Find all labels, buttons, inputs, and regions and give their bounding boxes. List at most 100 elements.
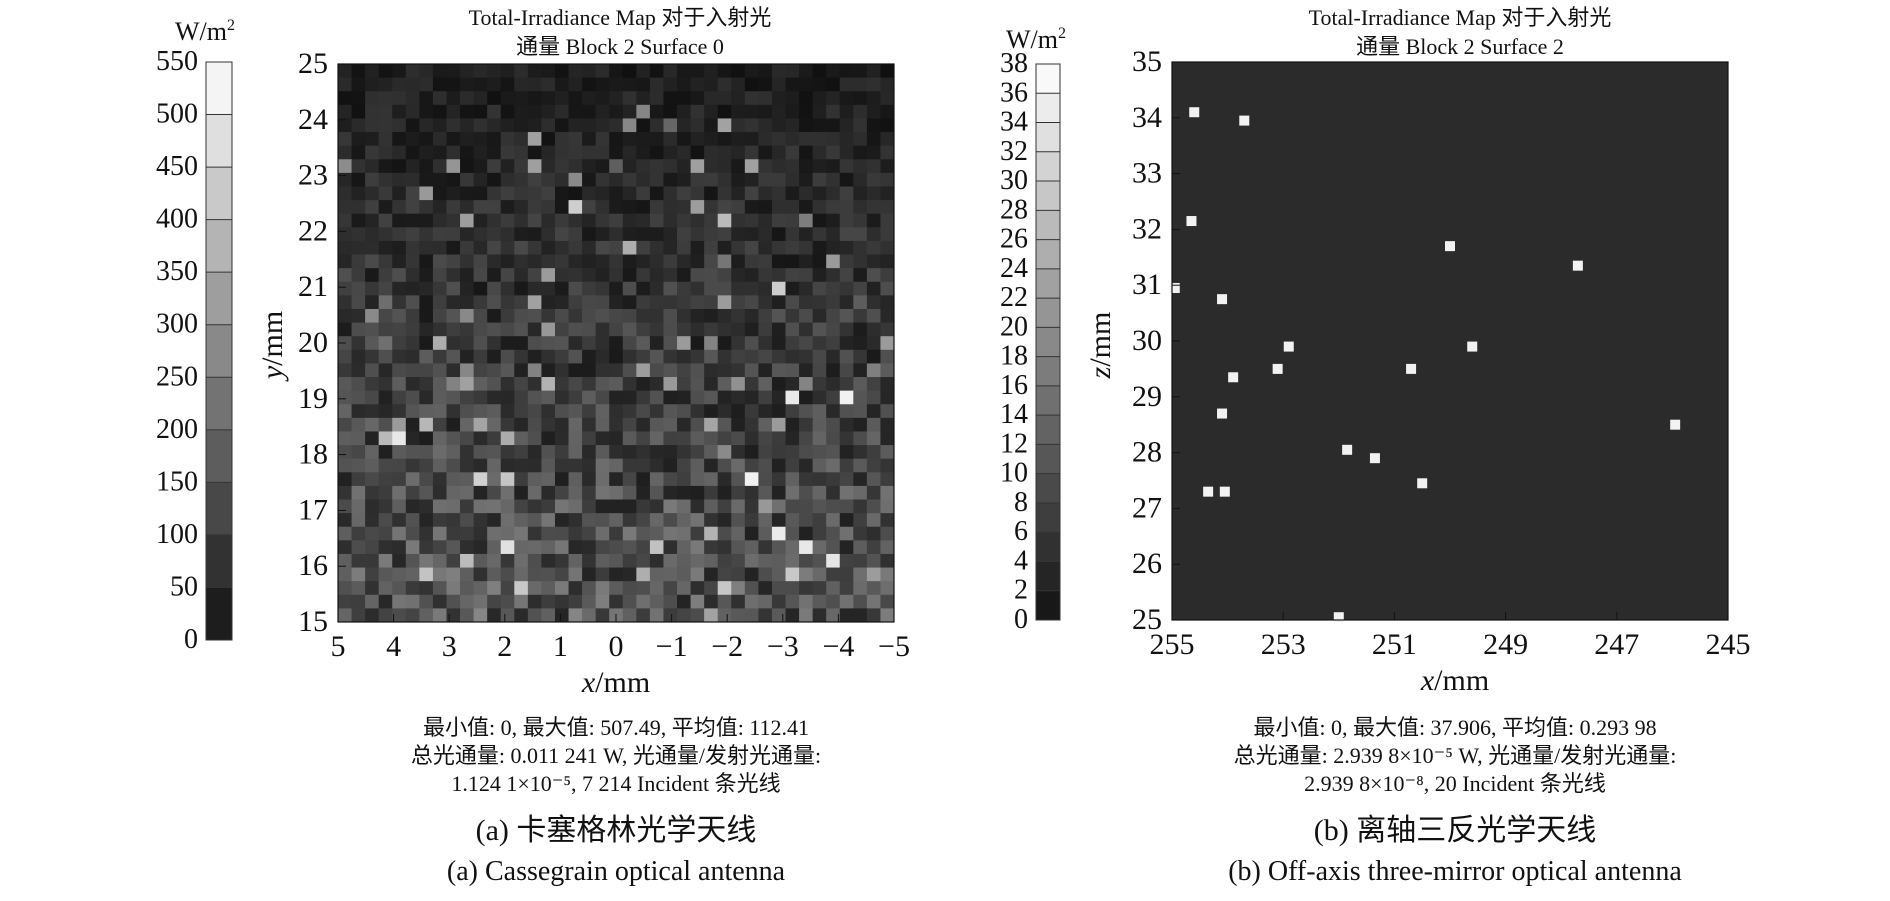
heatmap-cell bbox=[812, 145, 827, 160]
heatmap-cell bbox=[704, 377, 719, 392]
heatmap-cell bbox=[853, 281, 868, 296]
heatmap-cell bbox=[758, 145, 773, 160]
colorbar-tick-label: 350 bbox=[156, 256, 198, 287]
irradiance-point bbox=[1219, 486, 1230, 497]
heatmap-cell bbox=[527, 349, 542, 364]
heatmap-cell bbox=[839, 581, 854, 596]
heatmap-cell bbox=[582, 200, 597, 215]
heatmap-cell bbox=[744, 336, 759, 351]
heatmap-cell bbox=[365, 445, 380, 460]
heatmap-cell bbox=[717, 499, 732, 514]
heatmap-cell bbox=[622, 281, 637, 296]
heatmap-cell bbox=[527, 540, 542, 555]
heatmap-cell bbox=[758, 567, 773, 582]
heatmap-cell bbox=[568, 268, 583, 283]
heatmap-cell bbox=[622, 132, 637, 147]
heatmap-cell bbox=[826, 118, 841, 133]
heatmap-cell bbox=[826, 363, 841, 378]
heatmap-cell bbox=[826, 485, 841, 500]
heatmap-cell bbox=[663, 159, 678, 174]
heatmap-cell bbox=[500, 594, 515, 609]
heatmap-cell bbox=[419, 268, 434, 283]
heatmap-cell bbox=[663, 485, 678, 500]
caption-a-en: (a) Cassegrain optical antenna bbox=[447, 856, 786, 887]
heatmap-cell bbox=[338, 132, 352, 147]
heatmap-cell bbox=[378, 377, 393, 392]
heatmap-cell bbox=[785, 227, 800, 242]
heatmap-cell bbox=[649, 77, 664, 92]
heatmap-cell bbox=[826, 513, 841, 528]
x-tick-label: 249 bbox=[1483, 628, 1528, 661]
heatmap-cell bbox=[663, 227, 678, 242]
heatmap-cell bbox=[582, 594, 597, 609]
heatmap-cell bbox=[839, 377, 854, 392]
heatmap-cell bbox=[649, 254, 664, 269]
heatmap-cell bbox=[690, 485, 705, 500]
heatmap-cell bbox=[338, 349, 352, 364]
heatmap-cell bbox=[378, 227, 393, 242]
heatmap-cell bbox=[799, 295, 814, 310]
heatmap-cell bbox=[432, 213, 447, 228]
heatmap-cell bbox=[351, 322, 366, 337]
heatmap-cell bbox=[826, 186, 841, 201]
heatmap-cell bbox=[378, 64, 393, 79]
heatmap-cell bbox=[866, 390, 881, 405]
heatmap-cell bbox=[446, 349, 461, 364]
heatmap-cell bbox=[785, 240, 800, 255]
colorbar-tick-label: 36 bbox=[1000, 77, 1028, 108]
heatmap-cell bbox=[527, 213, 542, 228]
heatmap-cell bbox=[487, 485, 502, 500]
heatmap-cell bbox=[663, 213, 678, 228]
heatmap-cell bbox=[527, 526, 542, 541]
heatmap-cell bbox=[595, 77, 610, 92]
heatmap-cell bbox=[799, 526, 814, 541]
heatmap-cell bbox=[785, 363, 800, 378]
heatmap-cell bbox=[378, 445, 393, 460]
heatmap-cell bbox=[704, 268, 719, 283]
colorbar-tick-label: 14 bbox=[1000, 399, 1028, 430]
heatmap-cell bbox=[405, 472, 420, 487]
heatmap-cell bbox=[487, 336, 502, 351]
heatmap-cell bbox=[785, 445, 800, 460]
heatmap-cell bbox=[622, 540, 637, 555]
heatmap-cell bbox=[704, 254, 719, 269]
heatmap-cell bbox=[432, 526, 447, 541]
heatmap-cell bbox=[568, 295, 583, 310]
heatmap-cell bbox=[758, 64, 773, 79]
heatmap-cell bbox=[405, 322, 420, 337]
heatmap-cell bbox=[785, 159, 800, 174]
heatmap-cell bbox=[460, 608, 475, 623]
heatmap-cell bbox=[717, 417, 732, 432]
heatmap-cell bbox=[595, 513, 610, 528]
heatmap-cell bbox=[460, 445, 475, 460]
heatmap-cell bbox=[636, 64, 651, 79]
heatmap-cell bbox=[432, 308, 447, 323]
heatmap-cell bbox=[473, 91, 488, 106]
heatmap-cell bbox=[419, 540, 434, 555]
heatmap-cell bbox=[378, 118, 393, 133]
heatmap-cell bbox=[432, 268, 447, 283]
irradiance-point bbox=[1217, 408, 1228, 419]
heatmap-cell bbox=[487, 567, 502, 582]
heatmap-cell bbox=[554, 268, 569, 283]
heatmap-cell bbox=[338, 118, 352, 133]
heatmap-cell bbox=[744, 159, 759, 174]
heatmap-cell bbox=[446, 404, 461, 419]
heatmap-cell bbox=[853, 295, 868, 310]
heatmap-cell bbox=[785, 472, 800, 487]
heatmap-cell bbox=[622, 445, 637, 460]
heatmap-cell bbox=[758, 322, 773, 337]
heatmap-cell bbox=[419, 377, 434, 392]
heatmap-cell bbox=[866, 281, 881, 296]
heatmap-cell bbox=[663, 472, 678, 487]
heatmap-cell bbox=[419, 499, 434, 514]
heatmap-cell bbox=[527, 499, 542, 514]
heatmap-cell bbox=[771, 132, 786, 147]
heatmap-cell bbox=[622, 608, 637, 623]
heatmap-cell bbox=[866, 526, 881, 541]
heatmap-cell bbox=[853, 458, 868, 473]
heatmap-cell bbox=[487, 458, 502, 473]
heatmap-cell bbox=[351, 145, 366, 160]
heatmap-cell bbox=[663, 186, 678, 201]
heatmap-cell bbox=[338, 553, 352, 568]
